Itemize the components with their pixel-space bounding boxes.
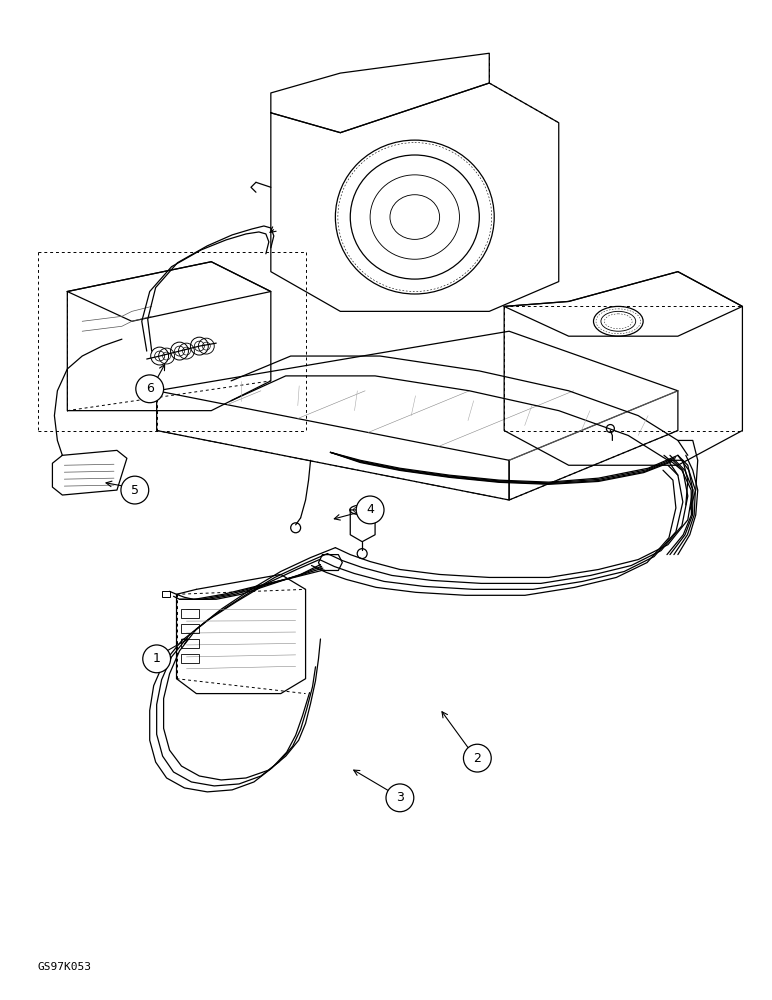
Circle shape — [143, 645, 171, 673]
Circle shape — [356, 496, 384, 524]
Text: 4: 4 — [366, 503, 374, 516]
Text: 3: 3 — [396, 791, 404, 804]
Text: 2: 2 — [473, 752, 481, 765]
Text: GS97K053: GS97K053 — [38, 962, 92, 972]
Text: 5: 5 — [130, 484, 139, 497]
Circle shape — [121, 476, 149, 504]
Text: 6: 6 — [146, 382, 154, 395]
Text: 1: 1 — [153, 652, 161, 665]
Circle shape — [136, 375, 164, 403]
Circle shape — [463, 744, 491, 772]
Circle shape — [386, 784, 414, 812]
